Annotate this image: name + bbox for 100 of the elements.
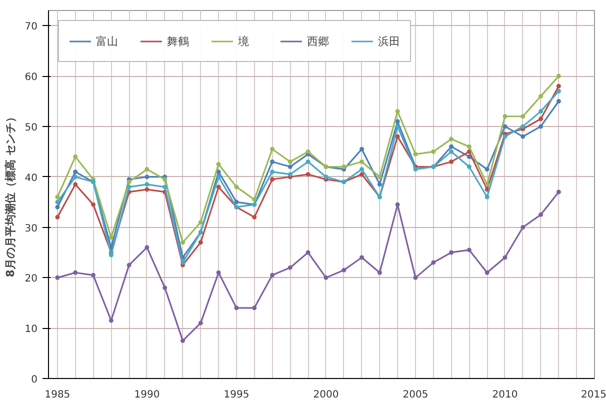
point (431, 260, 436, 265)
point (234, 200, 239, 204)
point (360, 159, 364, 164)
point (55, 194, 60, 200)
point (216, 184, 221, 190)
point (55, 204, 60, 210)
x-tick-label: 1990 (134, 390, 160, 400)
point (198, 220, 203, 224)
point (108, 318, 114, 323)
point (144, 174, 150, 180)
x-tick-label: 1985 (44, 390, 70, 400)
x-tick-label: 2000 (313, 390, 339, 400)
point (484, 167, 490, 172)
point (216, 162, 221, 166)
point (466, 164, 472, 170)
point (216, 270, 221, 275)
point (144, 187, 150, 192)
point (306, 149, 310, 154)
y-tick-label: 20 (24, 274, 38, 285)
point (306, 172, 310, 177)
y-tick-label: 40 (24, 172, 38, 184)
point (144, 245, 150, 250)
y-tick-label: 70 (24, 22, 38, 33)
legend-label: 浜田 (378, 34, 400, 48)
point (270, 146, 275, 152)
point (144, 167, 150, 172)
point (413, 167, 418, 172)
point (413, 275, 418, 280)
point (395, 124, 400, 129)
point (126, 262, 132, 268)
point (198, 240, 203, 245)
point (270, 170, 275, 174)
x-tick-label: 2005 (402, 390, 428, 400)
point (556, 98, 561, 104)
point (108, 252, 114, 258)
y-tick-label: 60 (24, 72, 38, 84)
point (306, 250, 310, 255)
point (449, 136, 454, 142)
point (377, 174, 382, 180)
point (91, 202, 96, 207)
point (538, 124, 544, 129)
point (144, 182, 150, 187)
point (538, 109, 544, 114)
point (270, 272, 275, 278)
point (538, 116, 544, 122)
point (126, 184, 132, 190)
point (126, 180, 132, 184)
legend-label: 富山 (96, 34, 118, 48)
point (180, 240, 186, 245)
legend-label: 西郷 (307, 34, 329, 48)
point (360, 146, 364, 152)
point (466, 149, 472, 154)
point (556, 74, 561, 78)
point (395, 134, 400, 139)
point (198, 320, 203, 326)
point (324, 275, 328, 280)
point (252, 197, 257, 202)
point (91, 272, 96, 278)
point (288, 265, 292, 270)
point (360, 172, 364, 177)
point (324, 174, 328, 180)
x-tick-label: 2015 (581, 390, 606, 400)
point (360, 167, 364, 172)
point (377, 270, 382, 275)
point (449, 149, 454, 154)
point (73, 270, 78, 275)
point (502, 255, 508, 260)
point (216, 170, 221, 174)
point (520, 134, 526, 139)
point (520, 225, 526, 230)
point (162, 184, 168, 190)
point (234, 306, 239, 310)
point (413, 152, 418, 156)
point (377, 182, 382, 187)
point (360, 255, 364, 260)
point (288, 172, 292, 177)
point (180, 338, 186, 343)
point (502, 114, 508, 119)
point (55, 214, 60, 220)
point (466, 154, 472, 159)
y-axis-title: 8月の月平均潮位（標高 センチ） (4, 112, 17, 278)
point (395, 119, 400, 124)
point (270, 177, 275, 182)
point (73, 170, 78, 174)
point (288, 159, 292, 164)
x-tick-label: 1995 (224, 390, 250, 400)
point (252, 214, 257, 220)
point (252, 306, 257, 310)
point (395, 202, 400, 207)
point (73, 174, 78, 180)
point (466, 248, 472, 252)
point (538, 212, 544, 217)
point (556, 88, 561, 94)
point (484, 182, 490, 187)
point (234, 184, 239, 190)
point (342, 164, 346, 170)
point (108, 235, 114, 240)
point (449, 159, 454, 164)
point (520, 114, 526, 119)
x-tick-label: 2010 (492, 390, 518, 400)
